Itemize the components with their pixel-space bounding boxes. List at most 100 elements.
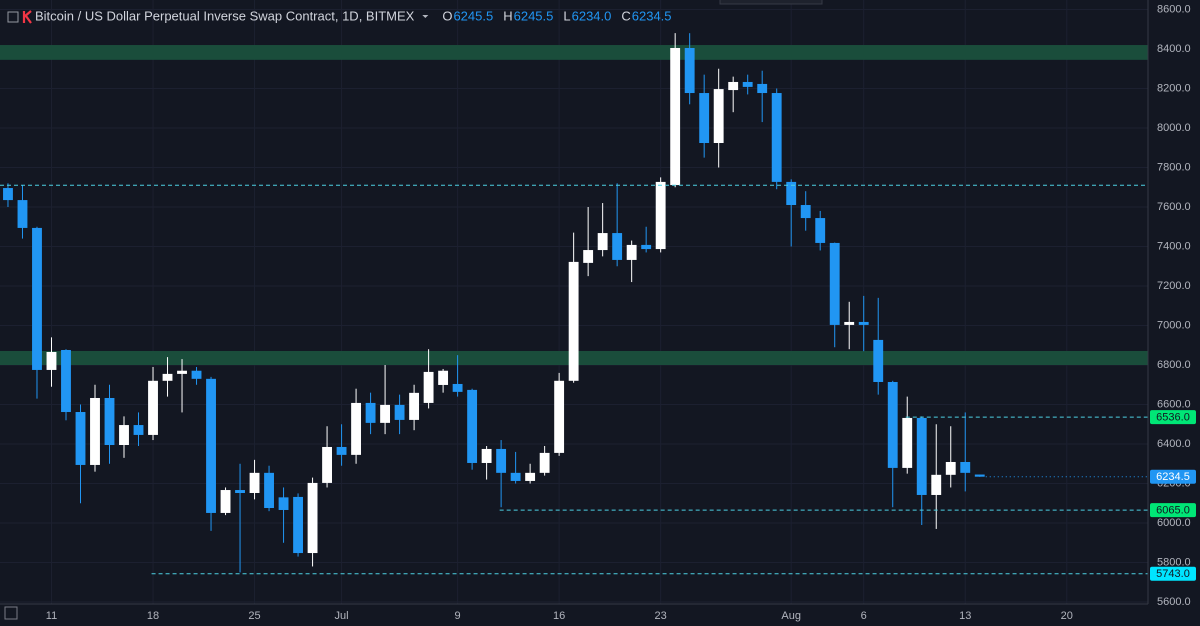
candle-body (293, 496, 303, 554)
y-tick-label: 6600.0 (1157, 398, 1191, 410)
x-tick-label: 25 (248, 610, 260, 622)
legend-key: H (503, 8, 512, 23)
candle-body (278, 497, 289, 510)
legend-value: 6234.0 (572, 8, 612, 23)
candle-body (307, 482, 318, 554)
legend-key: L (563, 8, 570, 23)
candle-body (467, 389, 478, 463)
candle-body (365, 402, 376, 423)
candle-body (757, 83, 768, 94)
x-tick-label: 23 (655, 610, 667, 622)
candle-body (829, 242, 840, 325)
y-tick-label: 8200.0 (1157, 82, 1191, 94)
candle-body (264, 472, 274, 509)
price-label-box (1150, 566, 1196, 581)
y-tick-label: 7400.0 (1157, 240, 1191, 252)
y-tick-label: 6800.0 (1157, 359, 1191, 371)
price-label: 6065.0 (1156, 505, 1190, 517)
y-tick-label: 7200.0 (1157, 280, 1191, 292)
legend-value: 6245.5 (453, 8, 493, 23)
candle-body (902, 417, 913, 468)
toolbar[interactable] (719, 0, 823, 5)
x-tick-label: 20 (1061, 610, 1073, 622)
candle-body (17, 200, 28, 228)
y-tick-label: 5800.0 (1157, 556, 1191, 568)
candle-body (597, 233, 608, 251)
candle-body (162, 373, 173, 381)
x-tick-label: Aug (781, 610, 801, 622)
candle-body (452, 383, 463, 392)
candle-body (887, 381, 898, 468)
candle-body (873, 339, 884, 382)
candle-body (931, 474, 942, 495)
candle-body (539, 452, 550, 473)
x-tick-label: 18 (147, 610, 159, 622)
candle-body (423, 371, 434, 403)
price-label-box (1150, 469, 1196, 484)
price-label: 5743.0 (1156, 568, 1190, 580)
candle-body (655, 181, 666, 250)
candle-body (351, 402, 362, 455)
candle-body (104, 397, 115, 446)
candle-body (554, 380, 565, 453)
candle-body (133, 425, 144, 435)
candle-body (960, 461, 971, 473)
candle-body (815, 218, 826, 243)
candle-body (916, 417, 927, 495)
legend-value: 6245.5 (514, 8, 554, 23)
candle-body (771, 93, 782, 182)
ohlc-legend: O 6245.5 H 6245.5 L 6234.0 C 6234.5 (442, 8, 671, 23)
candle-body (119, 425, 129, 446)
candle-body (380, 404, 391, 423)
legend-key: C (621, 8, 630, 23)
candle-body (844, 321, 855, 325)
candle-body (481, 448, 492, 463)
price-label: 6536.0 (1156, 412, 1190, 424)
candle-body (670, 47, 681, 186)
candle-body (191, 370, 202, 379)
candle-body (75, 412, 86, 465)
candle-body (786, 181, 797, 206)
candle-body (742, 81, 753, 87)
chart-title: Bitcoin / US Dollar Perpetual Inverse Sw… (35, 8, 415, 23)
candle-body (438, 370, 449, 385)
price-label: 6234.5 (1156, 471, 1190, 483)
candle-body (336, 446, 347, 455)
candle-body (945, 461, 956, 475)
x-tick-label: 11 (46, 610, 57, 622)
candle-body (235, 490, 245, 493)
y-tick-label: 7600.0 (1157, 201, 1191, 213)
y-tick-label: 8400.0 (1157, 43, 1191, 55)
candle-body (684, 47, 695, 94)
price-label-box (1150, 503, 1196, 518)
candle-body (322, 446, 332, 483)
y-tick-label: 8600.0 (1157, 3, 1191, 15)
y-tick-label: 7000.0 (1157, 319, 1191, 331)
y-tick-label: 6000.0 (1157, 517, 1191, 529)
candle-body (3, 188, 13, 201)
settings-icon[interactable] (4, 606, 18, 620)
plot-area (0, 0, 1148, 604)
candle-body (148, 380, 158, 435)
candle-body (641, 244, 652, 250)
candle-body (974, 474, 985, 477)
candle-body (90, 397, 100, 465)
candle-body (61, 349, 71, 413)
y-tick-label: 6400.0 (1157, 438, 1191, 450)
candle-body (220, 490, 231, 513)
candle-body (394, 404, 405, 420)
collapse-icon[interactable] (7, 11, 19, 23)
candle-body (713, 89, 724, 144)
candle-body (699, 93, 710, 144)
candle-body (525, 472, 536, 481)
price-label-box (1150, 410, 1196, 425)
candle-body (409, 392, 420, 420)
x-tick-label: 9 (455, 610, 461, 622)
candle-body (858, 321, 869, 325)
dropdown-arrow (422, 15, 429, 18)
y-tick-label: 8000.0 (1157, 122, 1191, 134)
candle-body (510, 472, 521, 481)
legend-value: 6234.5 (632, 8, 672, 23)
